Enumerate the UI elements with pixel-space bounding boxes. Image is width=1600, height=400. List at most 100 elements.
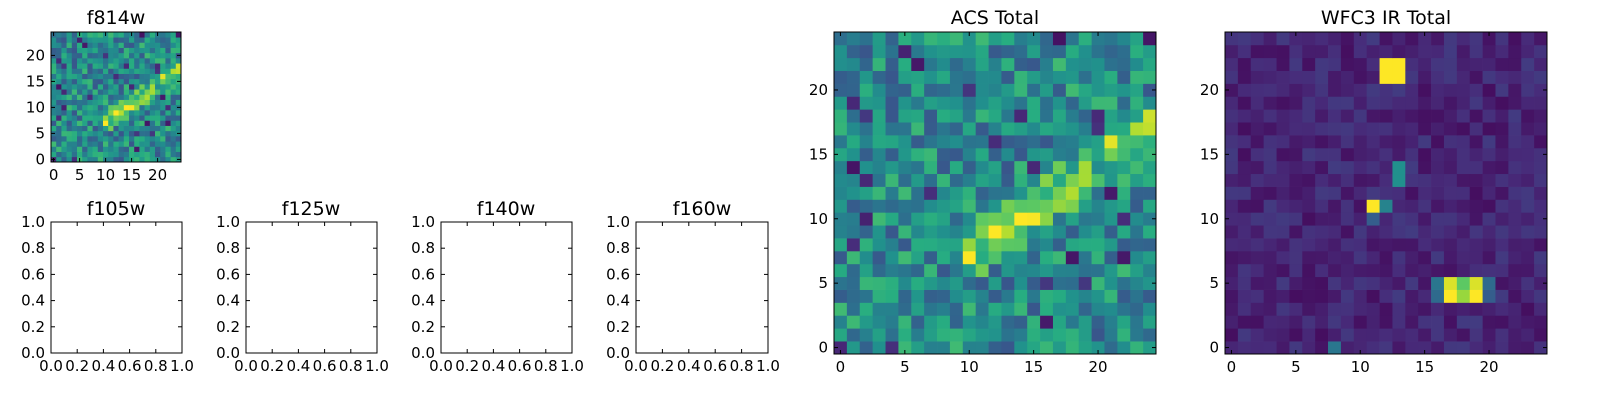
heatmap-cell — [87, 73, 93, 80]
heatmap-cell — [77, 151, 83, 158]
heatmap-cell — [872, 238, 886, 252]
heatmap-cell — [97, 104, 104, 111]
heatmap-cell — [175, 84, 182, 90]
heatmap-cell — [149, 68, 156, 74]
heatmap-cell — [1091, 186, 1105, 200]
heatmap-cell — [97, 42, 104, 48]
heatmap-cell — [1027, 109, 1041, 123]
heatmap-cell — [1091, 122, 1105, 136]
heatmap-cell — [1456, 199, 1471, 213]
heatmap-cell — [1508, 341, 1522, 355]
x-tick-label: 0 — [49, 166, 59, 184]
heatmap-cell — [898, 328, 912, 342]
heatmap-cell — [92, 156, 99, 163]
heatmap-cell — [1302, 32, 1316, 46]
heatmap-cell — [123, 151, 130, 158]
heatmap-cell — [51, 84, 57, 90]
heatmap-cell — [113, 37, 119, 43]
heatmap-cell — [846, 225, 861, 239]
heatmap-cell — [170, 120, 177, 126]
heatmap-cell — [1263, 135, 1277, 149]
heatmap-cell — [1379, 122, 1393, 136]
heatmap-cell — [134, 104, 140, 111]
heatmap-cell — [170, 89, 177, 95]
heatmap-cell — [1508, 44, 1522, 59]
heatmap-cell — [1065, 57, 1080, 71]
heatmap-cell — [1379, 135, 1393, 149]
heatmap-cell — [1328, 225, 1342, 239]
heatmap-cell — [962, 83, 977, 97]
heatmap-cell — [87, 32, 93, 38]
heatmap-cell — [1289, 57, 1303, 71]
heatmap-cell — [77, 146, 83, 152]
heatmap-cell — [149, 78, 156, 85]
heatmap-cell — [1052, 160, 1067, 175]
heatmap-cell — [911, 250, 925, 265]
heatmap-cell — [1495, 250, 1509, 265]
heatmap-cell — [129, 47, 135, 54]
heatmap-cell — [97, 99, 104, 106]
heatmap-cell — [1379, 212, 1393, 226]
heatmap-cell — [66, 32, 73, 38]
heatmap-cell — [1456, 70, 1471, 84]
heatmap-cell — [924, 315, 938, 329]
heatmap-cell — [1405, 83, 1419, 97]
heatmap-cell — [1065, 135, 1080, 149]
heatmap-cell — [1130, 238, 1144, 252]
heatmap-cell — [1315, 186, 1329, 200]
heatmap-cell — [1456, 212, 1471, 226]
heatmap-cell — [175, 99, 182, 106]
heatmap-cell — [1405, 173, 1419, 187]
heatmap-cell — [1443, 96, 1458, 110]
heatmap-cell — [1418, 147, 1432, 162]
heatmap-cell — [1052, 147, 1067, 162]
heatmap-cell — [1078, 44, 1092, 59]
heatmap-cell — [962, 263, 977, 278]
heatmap-cell — [975, 70, 989, 84]
heatmap-cell — [1117, 173, 1131, 187]
heatmap-cell — [975, 135, 989, 149]
heatmap-cell — [165, 52, 171, 59]
heatmap-cell — [1418, 44, 1432, 59]
heatmap-cell — [71, 52, 78, 59]
heatmap-cell — [949, 328, 964, 342]
heatmap-cell — [911, 276, 925, 290]
heatmap-cell — [56, 120, 62, 126]
heatmap-cell — [134, 125, 140, 132]
heatmap-cell — [139, 141, 145, 147]
heatmap-cell — [71, 94, 78, 100]
heatmap-cell — [1379, 44, 1393, 59]
heatmap-cell — [113, 156, 119, 163]
heatmap-cell — [1405, 96, 1419, 110]
heatmap-cell — [87, 84, 93, 90]
heatmap-cell — [1340, 57, 1355, 71]
heatmap-cell — [834, 328, 848, 342]
heatmap-cell — [859, 225, 873, 239]
heatmap-cell — [885, 147, 899, 162]
heatmap-cell — [1495, 96, 1509, 110]
heatmap-cell — [1027, 341, 1041, 355]
y-tick-label: 0.4 — [216, 292, 240, 310]
heatmap-cell — [1431, 135, 1445, 149]
heatmap-cell — [885, 199, 899, 213]
heatmap-cell — [1495, 147, 1509, 162]
heatmap-cell — [51, 136, 57, 142]
heatmap-cell — [61, 125, 67, 132]
heatmap-cell — [108, 136, 114, 142]
x-tick-label: 1.0 — [756, 357, 780, 375]
heatmap-cell — [1366, 315, 1380, 329]
heatmap-cell — [1392, 186, 1406, 200]
y-tick-label: 0 — [1209, 339, 1219, 357]
heatmap-cell — [911, 238, 925, 252]
heatmap-cell — [1001, 109, 1015, 123]
heatmap-cell — [1482, 186, 1496, 200]
heatmap-cell — [129, 136, 135, 142]
heatmap-cell — [66, 120, 73, 126]
heatmap-cell — [1250, 135, 1264, 149]
heatmap-cell — [1104, 173, 1118, 187]
heatmap-cell — [924, 199, 938, 213]
heatmap-cell — [988, 135, 1002, 149]
heatmap-cell — [911, 70, 925, 84]
heatmap-cell — [975, 147, 989, 162]
heatmap-cell — [1276, 122, 1290, 136]
